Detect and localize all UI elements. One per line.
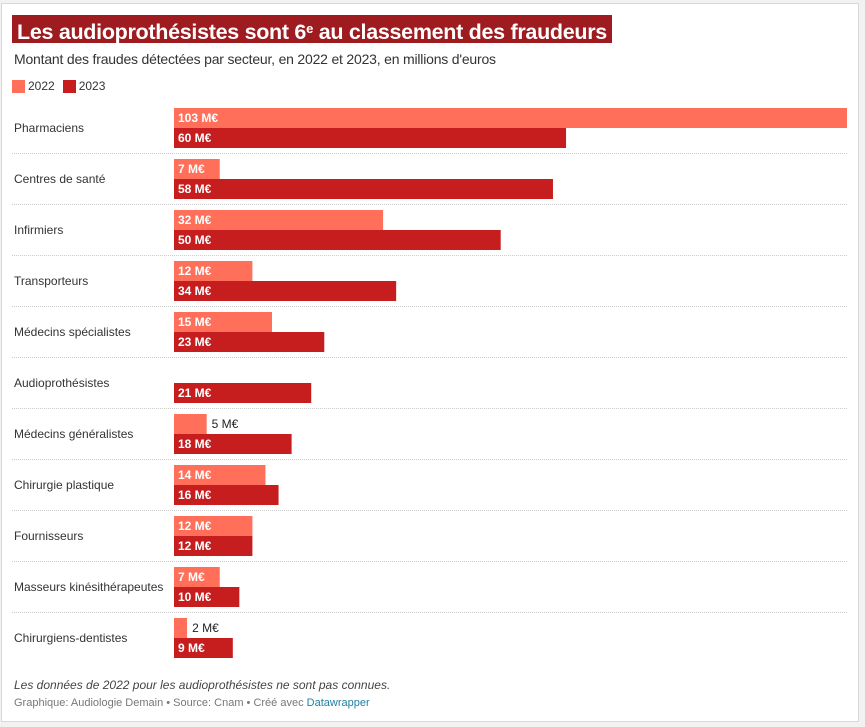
data-label-2022: 32 M€ xyxy=(178,213,212,227)
category-label: Chirurgiens-dentistes xyxy=(14,631,127,645)
legend: 2022 2023 xyxy=(12,79,105,93)
data-label-2022: 12 M€ xyxy=(178,519,212,533)
data-label-2022: 15 M€ xyxy=(178,315,212,329)
chart-note: Les données de 2022 pour les audioprothé… xyxy=(14,678,391,692)
bar-2023 xyxy=(174,332,325,352)
category-label: Médecins spécialistes xyxy=(14,325,131,339)
legend-swatch-2022 xyxy=(12,79,25,93)
category-label: Infirmiers xyxy=(14,223,63,237)
bar-2022 xyxy=(174,567,220,587)
category-label: Masseurs kinésithérapeutes xyxy=(14,580,163,594)
chart-credit: Graphique: Audiologie Demain • Source: C… xyxy=(14,697,370,709)
data-label-2023: 16 M€ xyxy=(178,488,212,502)
legend-item-2022: 2022 xyxy=(12,79,55,93)
category-label: Pharmaciens xyxy=(14,121,84,135)
bar-2023 xyxy=(174,179,553,199)
data-label-2023: 18 M€ xyxy=(178,437,212,451)
bar-2023 xyxy=(174,536,253,556)
bar-2022 xyxy=(174,516,253,536)
datawrapper-link[interactable]: Datawrapper xyxy=(306,697,370,709)
bar-2023 xyxy=(174,434,292,454)
category-label: Transporteurs xyxy=(14,274,88,288)
category-label: Fournisseurs xyxy=(14,529,83,543)
bar-2023 xyxy=(174,230,501,250)
data-label-2023: 23 M€ xyxy=(178,335,212,349)
data-label-2022: 7 M€ xyxy=(178,570,205,584)
data-label-2023: 10 M€ xyxy=(178,590,212,604)
bar-2022 xyxy=(174,261,253,281)
bar-2022 xyxy=(174,465,266,485)
bar-2023 xyxy=(174,485,279,505)
data-label-2023: 60 M€ xyxy=(178,131,212,145)
data-label-2022: 5 M€ xyxy=(212,417,239,431)
bar-2022 xyxy=(174,210,384,230)
data-label-2023: 50 M€ xyxy=(178,233,212,247)
bar-2023 xyxy=(174,638,233,658)
data-label-2022: 2 M€ xyxy=(192,621,219,635)
category-label: Audioprothésistes xyxy=(14,376,109,390)
legend-swatch-2023 xyxy=(62,79,76,93)
bar-2023 xyxy=(174,587,240,607)
bar-2023 xyxy=(174,383,312,403)
category-label: Chirurgie plastique xyxy=(14,478,114,492)
legend-item-2023: 2023 xyxy=(62,79,105,93)
bar-2022 xyxy=(174,108,847,128)
data-label-2022: 103 M€ xyxy=(178,111,218,125)
category-label: Médecins généralistes xyxy=(14,427,133,441)
data-label-2023: 12 M€ xyxy=(178,539,212,553)
chart-title: Les audioprothésistes sont 6e au classem… xyxy=(12,15,612,44)
bar-2022 xyxy=(174,414,207,434)
data-label-2023: 9 M€ xyxy=(178,641,205,655)
data-label-2023: 58 M€ xyxy=(178,182,212,196)
bar-2022 xyxy=(174,159,220,179)
data-label-2022: 7 M€ xyxy=(178,162,205,176)
data-label-2023: 34 M€ xyxy=(178,284,212,298)
category-label: Centres de santé xyxy=(14,172,106,186)
data-label-2022: 12 M€ xyxy=(178,264,212,278)
bar-2022 xyxy=(174,618,188,638)
data-label-2022: 14 M€ xyxy=(178,468,212,482)
bar-2022 xyxy=(174,312,273,332)
data-label-2023: 21 M€ xyxy=(178,386,212,400)
bar-2023 xyxy=(174,128,567,148)
bar-2023 xyxy=(174,281,397,301)
chart-subtitle: Montant des fraudes détectées par secteu… xyxy=(14,51,496,67)
